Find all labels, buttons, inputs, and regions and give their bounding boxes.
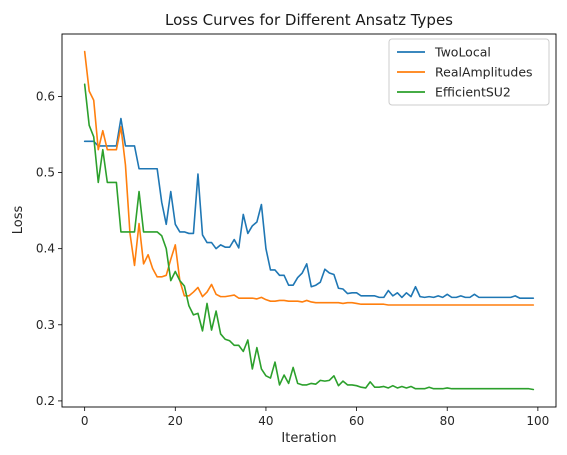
y-tick-label: 0.3 [36,318,55,332]
series-line-twolocal [83,117,535,299]
series-line-efficientsu2 [83,83,535,391]
x-axis-label: Iteration [281,431,336,446]
x-tick-label: 60 [349,414,364,428]
legend: TwoLocal RealAmplitudes EfficientSU2 [388,38,550,106]
y-axis: 0.2 0.3 0.4 0.5 0.6 [36,89,62,408]
x-tick-label: 100 [526,414,549,428]
plot-frame [61,33,557,408]
y-axis-label: Loss [11,206,26,235]
x-tick-label: 40 [258,414,273,428]
series-line-realamplitudes [83,50,535,306]
legend-box [388,38,550,106]
legend-label-efficientsu2: EfficientSU2 [435,85,511,100]
x-axis: 0 20 40 60 80 100 [81,407,549,428]
legend-label-realamplitudes: RealAmplitudes [435,65,533,80]
x-tick-label: 80 [440,414,455,428]
x-tick-label: 20 [168,414,183,428]
x-tick-label: 0 [81,414,89,428]
series-layer [83,50,535,391]
legend-label-twolocal: TwoLocal [434,45,491,60]
y-tick-label: 0.5 [36,166,55,180]
chart-title: Loss Curves for Different Ansatz Types [165,11,453,29]
y-tick-label: 0.6 [36,89,55,103]
y-tick-label: 0.4 [36,242,55,256]
y-tick-label: 0.2 [36,394,55,408]
